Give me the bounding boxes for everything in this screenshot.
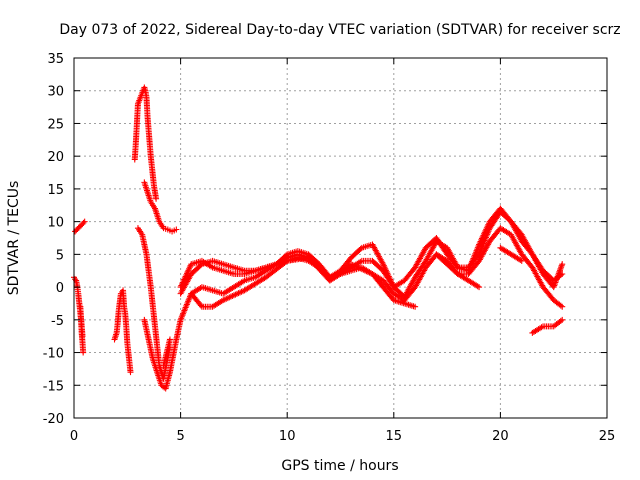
grid-layer bbox=[74, 58, 607, 418]
y-tick-label: 30 bbox=[47, 85, 64, 100]
x-axis-label: GPS time / hours bbox=[281, 458, 398, 474]
y-axis-label: SDTVAR / TECUs bbox=[6, 181, 22, 296]
y-tick-label: -10 bbox=[43, 347, 64, 362]
data-point bbox=[559, 316, 566, 323]
y-tick-label: 20 bbox=[47, 150, 64, 165]
data-point-interp bbox=[197, 302, 204, 309]
y-tick-label: 10 bbox=[47, 216, 64, 231]
x-tick-label: 0 bbox=[70, 429, 78, 444]
data-point bbox=[412, 303, 419, 310]
chart-title: Day 073 of 2022, Sidereal Day-to-day VTE… bbox=[59, 22, 620, 38]
data-point bbox=[72, 228, 79, 235]
x-tick-label: 25 bbox=[599, 429, 616, 444]
y-tick-label: -20 bbox=[43, 412, 64, 427]
data-point bbox=[559, 261, 566, 268]
data-point-interp bbox=[557, 317, 564, 324]
data-point-interp bbox=[282, 258, 289, 265]
y-tick-label: 0 bbox=[56, 281, 64, 296]
data-point-interp bbox=[557, 302, 564, 309]
x-tick-label: 15 bbox=[386, 429, 403, 444]
data-point bbox=[559, 303, 566, 310]
data-point bbox=[80, 349, 87, 356]
data-point bbox=[72, 276, 79, 283]
data-point bbox=[518, 257, 525, 264]
marks-layer bbox=[71, 84, 566, 392]
data-point bbox=[153, 195, 160, 202]
data-point-interp bbox=[517, 257, 524, 264]
x-tick-label: 10 bbox=[279, 429, 296, 444]
y-tick-label: 25 bbox=[47, 117, 64, 132]
y-tick-label: 5 bbox=[56, 248, 64, 263]
data-point bbox=[476, 284, 483, 291]
x-tick-label: 5 bbox=[176, 429, 184, 444]
ticks-layer: 0 5 10 15 20 25 -20 -15 -10 -5 0 5 10 15 20 25 30 35 bbox=[43, 52, 616, 444]
plot-frame bbox=[73, 57, 608, 419]
y-tick-label: 15 bbox=[47, 183, 64, 198]
y-tick-label: -5 bbox=[51, 314, 64, 329]
data-point bbox=[166, 336, 173, 343]
data-point-interp bbox=[474, 283, 481, 290]
y-tick-label: -15 bbox=[43, 379, 64, 394]
x-tick-label: 20 bbox=[492, 429, 509, 444]
data-point bbox=[173, 226, 180, 233]
y-tick-label: 35 bbox=[47, 52, 64, 67]
data-point bbox=[127, 369, 134, 376]
